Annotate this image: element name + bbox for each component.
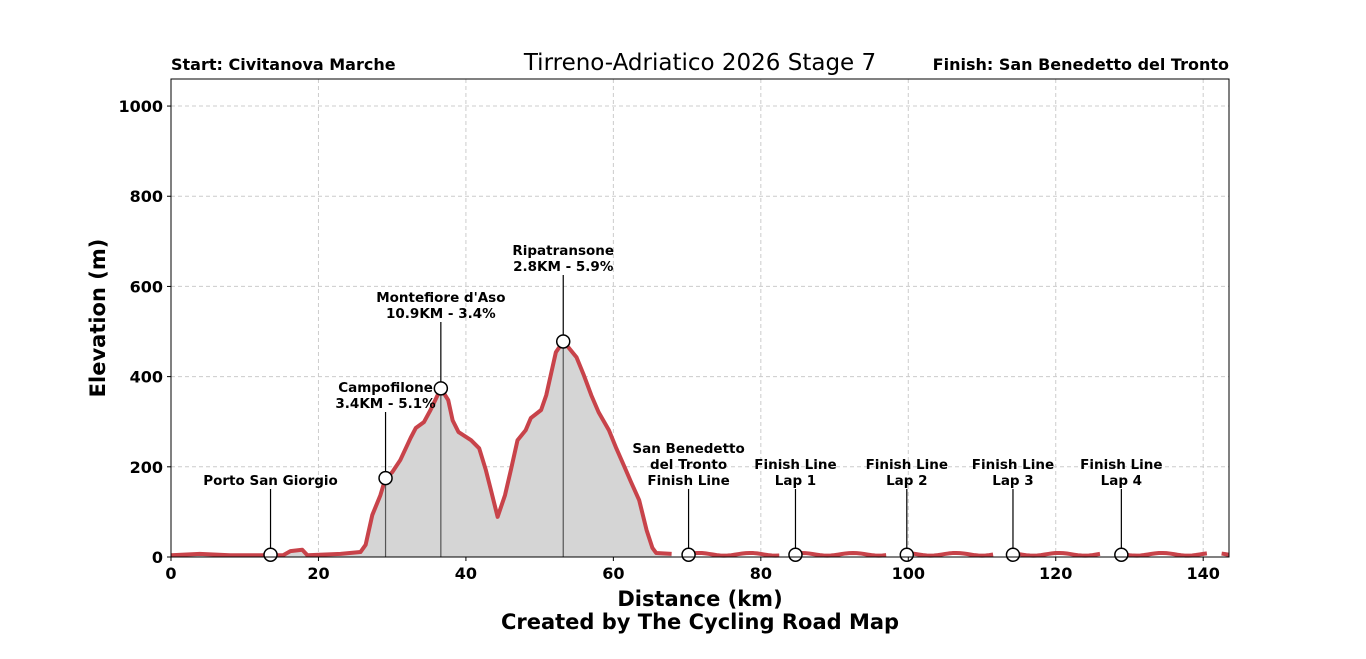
x-tick-label: 20 (307, 564, 329, 583)
profile-series (170, 339, 1230, 558)
x-tick-label: 40 (455, 564, 477, 583)
chart-title: Tirreno-Adriatico 2026 Stage 7 (523, 50, 876, 76)
marker-point (263, 547, 278, 562)
marker-label: Finish Line (647, 473, 729, 489)
x-tick-label: 0 (165, 564, 176, 583)
marker-label: del Tronto (650, 457, 727, 473)
marker-label: Finish Line (972, 457, 1054, 473)
x-axis-label: Distance (km) (617, 587, 782, 611)
profile-line-segment (900, 550, 994, 558)
profile-line-segment (683, 550, 780, 558)
profile-line-segment (790, 550, 887, 558)
x-tick-label: 80 (750, 564, 772, 583)
y-tick-label: 400 (130, 368, 163, 387)
y-tick-label: 1000 (118, 97, 163, 116)
marker-label: Montefiore d'Aso (376, 290, 505, 306)
marker-point (681, 547, 696, 562)
x-tick-label: 100 (892, 564, 925, 583)
marker-label: Lap 2 (886, 473, 927, 489)
axes-frame (170, 78, 1230, 558)
profile-line (170, 339, 672, 558)
marker-point (1005, 547, 1021, 562)
profile-area (171, 341, 672, 557)
marker-point (378, 470, 393, 486)
profile-fill (171, 341, 672, 557)
marker-label: Lap 4 (1101, 473, 1142, 489)
marker-label: San Benedetto (632, 441, 744, 457)
marker-point (788, 547, 803, 562)
marker-point (555, 334, 571, 349)
marker-label: Porto San Giorgio (203, 473, 338, 489)
marker-label: Finish Line (866, 457, 948, 473)
x-tick-label: 120 (1039, 564, 1072, 583)
profile-line-segment (1221, 551, 1230, 557)
y-tick-label: 800 (130, 187, 163, 206)
finish-label: Finish: San Benedetto del Tronto (933, 55, 1229, 74)
y-tick-label: 0 (152, 548, 163, 567)
marker-label: 3.4KM - 5.1% (335, 396, 436, 412)
ticks: 0 20 40 60 80 100 120 140 0 200 400 600 800 1000 (118, 97, 1219, 583)
marker-label: 10.9KM - 3.4% (386, 306, 496, 322)
y-tick-label: 200 (130, 458, 163, 477)
marker-label: Campofilone (338, 380, 433, 396)
profile-line-segment (1114, 550, 1208, 558)
marker-point (433, 381, 449, 396)
start-label: Start: Civitanova Marche (171, 55, 396, 74)
grid (171, 79, 1229, 557)
marker-label: Lap 3 (992, 473, 1033, 489)
credit-label: Created by The Cycling Road Map (501, 610, 899, 634)
marker-label: Finish Line (754, 457, 836, 473)
marker-label: Finish Line (1080, 457, 1162, 473)
profile-line-segment (1007, 550, 1101, 558)
x-tick-label: 140 (1186, 564, 1219, 583)
y-axis-label: Elevation (m) (86, 239, 110, 398)
marker-label: 2.8KM - 5.9% (513, 259, 614, 275)
marker-point (1114, 547, 1129, 562)
marker-point (899, 547, 915, 562)
x-tick-label: 60 (602, 564, 624, 583)
marker-label: Ripatransone (512, 243, 614, 259)
marker-label: Lap 1 (775, 473, 816, 489)
y-tick-label: 600 (130, 277, 163, 296)
